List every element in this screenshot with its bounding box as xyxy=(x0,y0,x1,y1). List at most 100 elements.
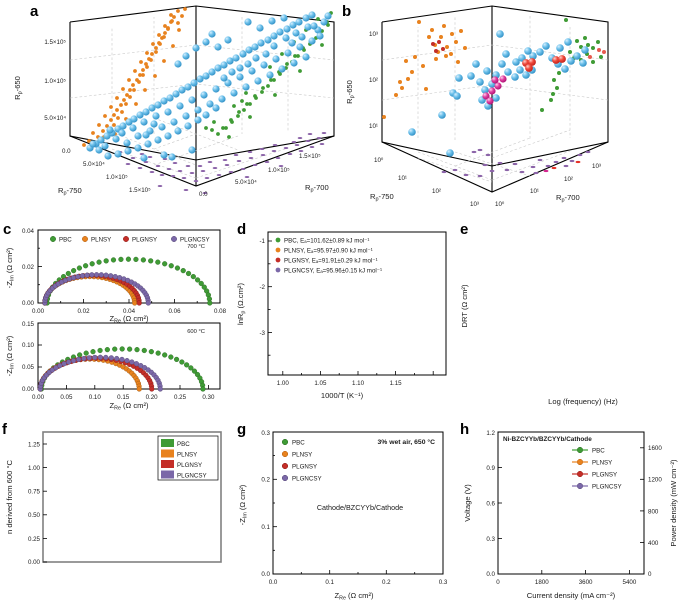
svg-text:1.25: 1.25 xyxy=(28,441,41,448)
panel-d-ticks xyxy=(267,232,434,375)
svg-text:0.00: 0.00 xyxy=(32,308,45,315)
svg-text:0.15: 0.15 xyxy=(117,394,130,401)
panel-h-legend-item-3: PLGNCSY xyxy=(592,483,622,490)
svg-text:0.00: 0.00 xyxy=(32,394,45,401)
panel-c-label: c xyxy=(3,221,12,238)
svg-text:0.05: 0.05 xyxy=(60,394,73,401)
panel-g-xlabel: ZRe (Ω cm²) xyxy=(334,591,373,602)
svg-text:10²: 10² xyxy=(564,176,573,183)
svg-text:0.20: 0.20 xyxy=(146,394,159,401)
panel-c-bottom-xlabel: ZRe (Ω cm²) xyxy=(109,401,148,412)
svg-text:1.10: 1.10 xyxy=(352,380,365,387)
svg-text:0.02: 0.02 xyxy=(77,308,90,315)
panel-d-legend-item-1: PLNSY, Eₐ=95.97±0.90 kJ mol⁻¹ xyxy=(284,247,373,254)
svg-text:0.0: 0.0 xyxy=(261,571,270,578)
panel-h-ylabel-right: Power density (mW cm⁻²) xyxy=(669,459,678,547)
svg-text:0.06: 0.06 xyxy=(168,308,181,315)
panel-f-ylabel: n derived from 600 °C xyxy=(5,460,14,534)
svg-text:PLGNSY: PLGNSY xyxy=(132,236,157,243)
svg-text:0.08: 0.08 xyxy=(214,308,227,315)
panel-c: c 0.00 0.02 0.04 0.00 0.02 0.04 0.06 xyxy=(0,218,232,412)
svg-text:-1: -1 xyxy=(259,238,265,245)
svg-text:0.6: 0.6 xyxy=(486,501,495,508)
svg-text:-3: -3 xyxy=(259,330,265,337)
svg-text:0.02: 0.02 xyxy=(22,264,35,271)
svg-text:-2: -2 xyxy=(259,284,265,291)
svg-text:0.10: 0.10 xyxy=(22,342,35,349)
panel-a-yaxis-label: Rp-700 xyxy=(305,183,329,194)
svg-text:0.1: 0.1 xyxy=(325,579,334,586)
panel-c-legend: PBC PLNSY PLGNSY PLGNCSY xyxy=(50,236,210,243)
svg-text:10³: 10³ xyxy=(592,163,601,170)
panel-h-label: h xyxy=(460,421,470,438)
svg-text:0.2: 0.2 xyxy=(261,477,270,484)
panel-a-box xyxy=(69,5,335,187)
panel-d-legend-item-0: PBC, Eₐ=101.62±0.89 kJ mol⁻¹ xyxy=(284,237,370,244)
svg-text:0: 0 xyxy=(648,571,652,578)
panel-b-projection-xz xyxy=(382,20,467,119)
panel-b-y-ticks: 10⁰ 10¹ 10² 10³ xyxy=(495,163,601,208)
svg-text:0.1: 0.1 xyxy=(261,524,270,531)
panel-g-legend: PBC PLNSY PLGNSY PLGNCSY xyxy=(281,438,322,482)
svg-text:1.00: 1.00 xyxy=(28,465,41,472)
svg-text:0.0: 0.0 xyxy=(199,191,208,198)
panel-h-ylabel: Voltage (V) xyxy=(463,484,472,522)
svg-text:400: 400 xyxy=(648,540,659,547)
panel-b-x-ticks: 10⁰ 10¹ 10² 10³ xyxy=(374,157,479,208)
panel-d-legend: PBC, Eₐ=101.62±0.89 kJ mol⁻¹ PLNSY, Eₐ=9… xyxy=(275,237,382,274)
panel-f-plot: 0.00 0.25 0.50 0.75 1.00 1.25 n derived … xyxy=(5,431,222,566)
panel-g-legend-item-3: PLGNCSY xyxy=(292,475,322,482)
svg-text:PBC: PBC xyxy=(59,236,72,243)
panel-g-condition: 3% wet air, 650 °C xyxy=(377,438,435,446)
svg-text:800: 800 xyxy=(648,508,659,515)
panel-h-plot: 0.0 0.3 0.6 0.9 1.2 0 400 800 1200 1600 … xyxy=(463,430,678,600)
panel-g: g 0.0 0.1 0.2 0.3 0.0 0.1 0.2 0.3 -ZIm (… xyxy=(232,410,458,606)
svg-text:1.05: 1.05 xyxy=(314,380,327,387)
svg-text:0.04: 0.04 xyxy=(123,308,136,315)
panel-b-z-ticks: 10³ 10² 10¹ xyxy=(369,31,378,130)
svg-text:0.3: 0.3 xyxy=(486,536,495,543)
svg-text:0.15: 0.15 xyxy=(22,321,35,328)
svg-text:0.75: 0.75 xyxy=(28,489,41,496)
panel-f-label: f xyxy=(2,421,7,438)
panel-c-bottom: 0.00 0.05 0.10 0.15 0.00 0.05 0.10 0.15 … xyxy=(22,321,221,401)
panel-d: d -1 -2 -3 1.00 1.05 1.10 1.15 1000/T (K… xyxy=(232,218,458,410)
panel-g-cell: Cathode/BZCYYb/Cathode xyxy=(317,503,403,512)
panel-b-plot: 10³ 10² 10¹ 10⁰ 10¹ 10² 10³ 10⁰ 10¹ 10² … xyxy=(345,5,609,208)
svg-text:0.2: 0.2 xyxy=(382,579,391,586)
svg-text:1.5×10⁵: 1.5×10⁵ xyxy=(299,153,321,160)
panel-e-plot: DRT (Ω cm²) Log (frequency) (Hz) xyxy=(460,284,618,406)
panel-c-bottom-series xyxy=(37,346,206,392)
svg-text:0.3: 0.3 xyxy=(439,579,448,586)
svg-text:5.0×10⁴: 5.0×10⁴ xyxy=(44,115,66,122)
svg-text:0: 0 xyxy=(496,579,500,586)
panel-h-legend: PBC PLNSY PLGNSY PLGNCSY xyxy=(572,446,622,490)
panel-b-projection-xy xyxy=(441,148,591,178)
panel-e-ylabel: DRT (Ω cm²) xyxy=(460,284,469,327)
panel-a-projection-yz xyxy=(204,11,333,139)
panel-d-plot: -1 -2 -3 1.00 1.05 1.10 1.15 1000/T (K⁻¹… xyxy=(236,231,447,400)
panel-c-top-xlabel: ZRe (Ω cm²) xyxy=(109,314,148,325)
panel-f-ticks xyxy=(43,443,47,563)
svg-text:1.0×10⁵: 1.0×10⁵ xyxy=(268,167,290,174)
panel-g-plot: 0.0 0.1 0.2 0.3 0.0 0.1 0.2 0.3 -ZIm (Ω … xyxy=(238,430,448,602)
panel-a-label: a xyxy=(30,3,39,20)
panel-c-top: 0.00 0.02 0.04 0.00 0.02 0.04 0.06 0.08 … xyxy=(22,228,227,315)
panel-a-projection-xy xyxy=(117,132,327,194)
panel-a-x-ticks: 0.0 5.0×10⁴ 1.0×10⁵ 1.5×10⁵ xyxy=(62,148,151,194)
svg-text:10²: 10² xyxy=(432,188,441,195)
panel-d-legend-item-3: PLGNCSY, Eₐ=95.96±0.15 kJ mol⁻¹ xyxy=(284,267,382,274)
svg-text:1.5×10⁵: 1.5×10⁵ xyxy=(44,39,66,46)
svg-text:0.10: 0.10 xyxy=(89,394,102,401)
svg-text:1.00: 1.00 xyxy=(277,380,290,387)
panel-g-legend-item-0: PBC xyxy=(292,439,305,446)
panel-a-z-ticks: 1.5×10⁵ 1.0×10⁵ 5.0×10⁴ xyxy=(44,39,66,122)
panel-b-xaxis-label: Rp-750 xyxy=(370,192,394,203)
svg-text:0.0: 0.0 xyxy=(269,579,278,586)
svg-text:10⁰: 10⁰ xyxy=(374,157,384,164)
svg-text:0.05: 0.05 xyxy=(22,364,35,371)
svg-text:0.30: 0.30 xyxy=(202,394,215,401)
svg-text:Rp-650: Rp-650 xyxy=(13,76,24,100)
panel-b-label: b xyxy=(342,3,352,20)
panel-f: f 0.00 0.25 0.50 0.75 1.00 1.25 n derive… xyxy=(0,410,232,606)
